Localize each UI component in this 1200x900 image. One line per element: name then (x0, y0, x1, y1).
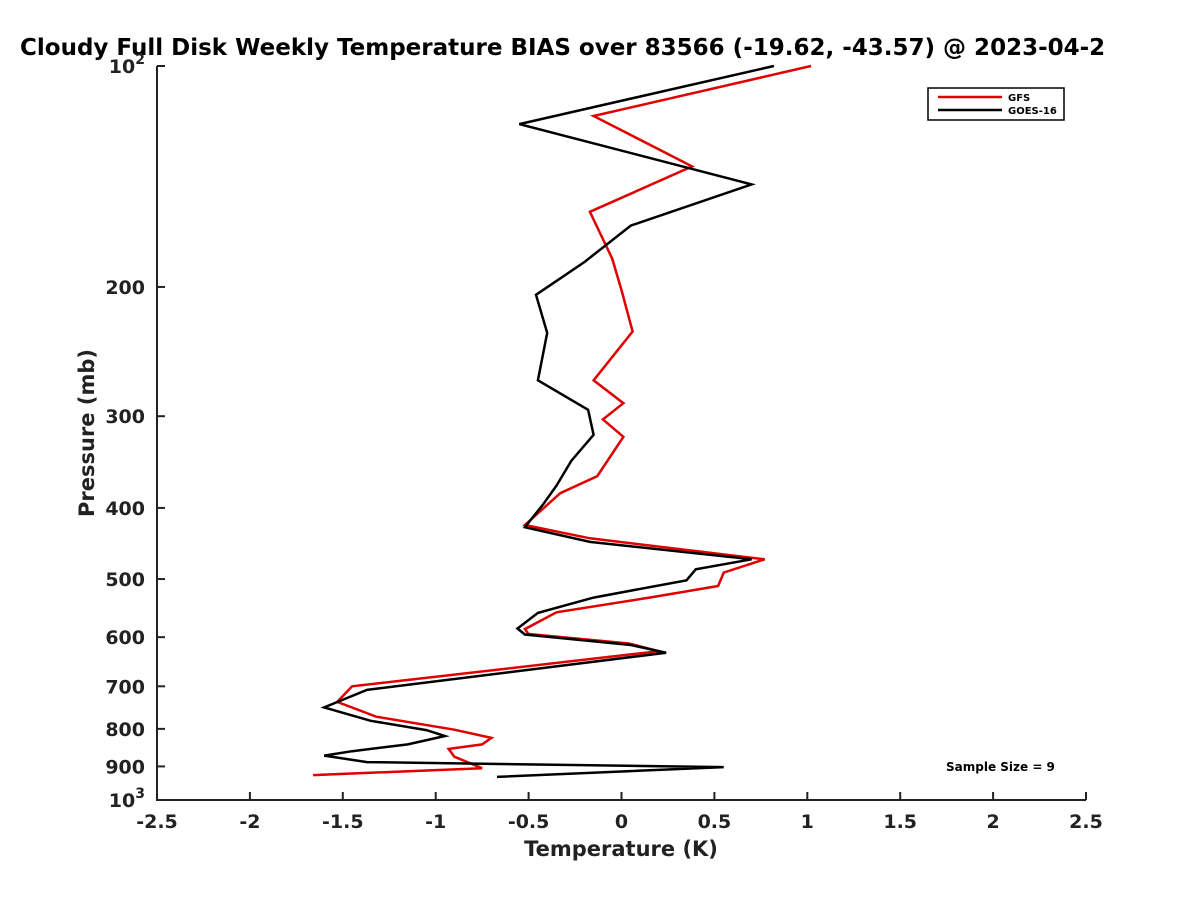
x-axis-label: Temperature (K) (524, 837, 718, 861)
x-tick-label: 2.5 (1069, 811, 1103, 833)
x-ticks: -2.5 -2 -1.5 -1 -0.5 0 0.5 1 1.5 2 2.5 (136, 792, 1103, 833)
series-line-gfs (313, 64, 812, 777)
legend: GFS GOES-16 (927, 87, 1065, 121)
y-tick-label: 600 (105, 627, 145, 649)
x-tick-label: -2.5 (136, 811, 178, 833)
y-tick-base: 10 (109, 790, 135, 812)
x-tick-label: 0 (615, 811, 628, 833)
x-tick-label: -2 (239, 811, 260, 833)
legend-label-gfs: GFS (1008, 93, 1030, 104)
series-line-goes16 (320, 64, 775, 779)
x-tick-label: 1.5 (883, 811, 917, 833)
x-tick-label: 1 (801, 811, 814, 833)
x-tick-label: -1.5 (322, 811, 364, 833)
y-tick-label: 700 (105, 676, 145, 698)
y-tick-label: 800 (105, 719, 145, 741)
chart-title: Cloudy Full Disk Weekly Temperature BIAS… (20, 35, 1105, 61)
y-tick-label: 102 (109, 52, 145, 78)
y-tick-exponent: 3 (135, 786, 145, 802)
y-tick-label: 500 (105, 569, 145, 591)
sample-size-annotation: Sample Size = 9 (946, 760, 1055, 774)
y-tick-label: 300 (105, 406, 145, 428)
axes (156, 66, 1086, 801)
legend-label-goes16: GOES-16 (1008, 106, 1057, 117)
y-tick-label: 103 (109, 786, 145, 812)
y-tick-base: 10 (109, 56, 135, 78)
legend-box (927, 87, 1065, 121)
x-tick-label: 0.5 (698, 811, 732, 833)
series-lines (313, 64, 812, 779)
y-tick-label: 200 (105, 277, 145, 299)
y-tick-label: 900 (105, 756, 145, 778)
x-tick-label: 2 (986, 811, 999, 833)
x-tick-label: -1 (425, 811, 446, 833)
y-tick-label: 400 (105, 498, 145, 520)
y-tick-exponent: 2 (135, 52, 145, 68)
x-tick-label: -0.5 (508, 811, 550, 833)
y-axis-label: Pressure (mb) (75, 349, 99, 517)
